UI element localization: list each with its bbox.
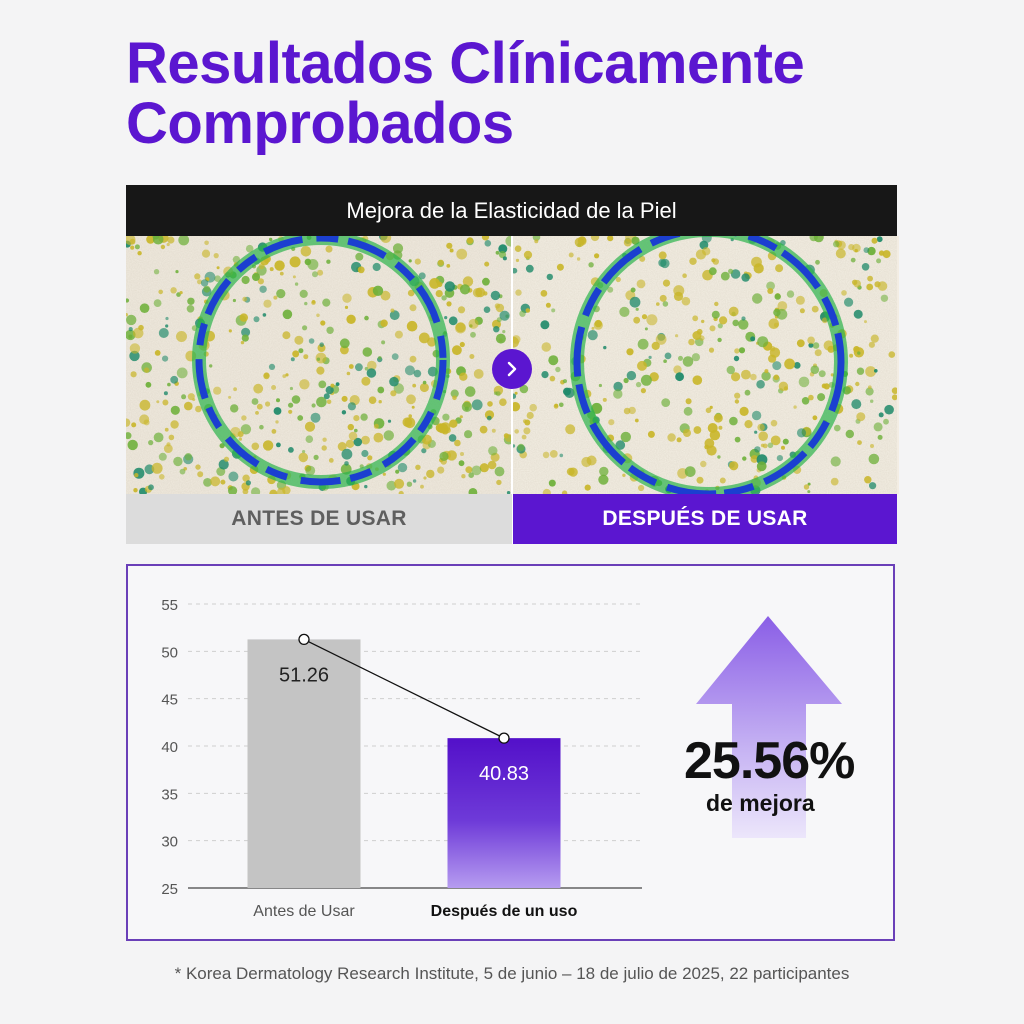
before-scan-graphic <box>126 236 512 494</box>
chart-panel: 55 50 45 40 35 30 25 51.26 Antes de Usar 40.83 De… <box>126 564 895 941</box>
data-point <box>298 633 310 646</box>
comparison-divider <box>511 236 513 544</box>
y-tick-label: 50 <box>161 644 178 661</box>
y-tick-label: 25 <box>161 881 178 898</box>
y-tick-label: 40 <box>161 739 178 756</box>
data-label: 40.83 <box>479 763 529 785</box>
before-caption: ANTES DE USAR <box>126 494 512 544</box>
y-tick-label: 45 <box>161 692 178 709</box>
before-skin-scan-image <box>126 236 512 494</box>
footnote: * Korea Dermatology Research Institute, … <box>174 964 850 983</box>
bar <box>247 639 361 888</box>
y-tick-label: 30 <box>161 834 178 851</box>
page-title: Resultados Clínicamente Comprobados <box>126 31 805 156</box>
after-skin-scan-image <box>513 236 899 494</box>
bar-chart: 55 50 45 40 35 30 25 51.26 Antes de Usar 40.83 De… <box>161 597 842 920</box>
after-caption: DESPUÉS DE USAR <box>513 494 897 544</box>
after-scan-graphic <box>513 236 897 494</box>
data-label: 51.26 <box>279 664 329 686</box>
x-tick-label: Antes de Usar <box>253 903 355 920</box>
y-tick-label: 55 <box>161 597 178 614</box>
data-point <box>498 732 510 744</box>
y-tick-label: 35 <box>161 786 178 803</box>
improvement-percentage: 25.56% <box>684 732 855 790</box>
x-tick-label: Después de un uso <box>431 903 578 920</box>
trend-line <box>303 638 505 739</box>
bar <box>447 738 561 888</box>
chevron-right-icon <box>507 361 517 377</box>
improvement-label: de mejora <box>706 790 815 816</box>
next-arrow-button[interactable] <box>492 349 532 389</box>
improvement-arrow-icon <box>696 616 842 838</box>
comparison-header: Mejora de la Elasticidad de la Piel <box>126 185 897 236</box>
